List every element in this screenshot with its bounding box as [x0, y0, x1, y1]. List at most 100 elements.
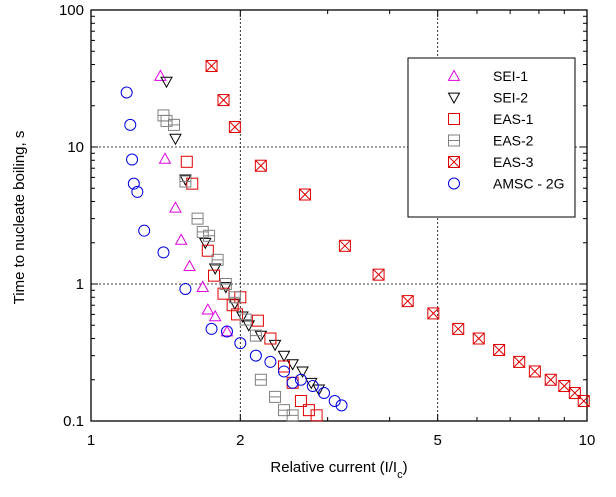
series-eas-2 [157, 109, 299, 422]
data-point [198, 237, 212, 250]
data-point [205, 60, 218, 73]
data-point [228, 291, 241, 304]
data-point [298, 188, 311, 201]
data-point [338, 239, 351, 252]
data-point [239, 313, 252, 326]
data-point [219, 278, 232, 290]
x-axis-label-main: Relative current (I/I [270, 459, 397, 476]
axis-ticks [90, 9, 588, 422]
data-point [264, 332, 277, 345]
x-tick-label: 5 [434, 432, 442, 449]
legend-label: EAS-2 [493, 133, 534, 149]
data-point [131, 185, 144, 198]
legend-marker [448, 134, 460, 147]
data-point [126, 153, 139, 166]
x-tick-label: 1 [87, 432, 95, 449]
data-point [254, 373, 267, 386]
legend-item: EAS-2 [448, 133, 534, 149]
data-point [558, 380, 571, 393]
y-axis-label: Time to nucleate boiling, s [11, 131, 28, 305]
legend-marker [448, 177, 460, 190]
data-point [183, 259, 196, 272]
data-point [254, 330, 268, 343]
x-axis-label-sub: c [397, 469, 403, 481]
data-point [493, 343, 506, 356]
data-point [294, 394, 307, 407]
y-tick-label: 100 [59, 2, 84, 19]
series-eas-3 [205, 60, 590, 407]
legend-item: AMSC - 2G [448, 176, 565, 192]
data-point [228, 120, 241, 133]
data-point [242, 320, 256, 332]
plot-area-frame [90, 9, 588, 422]
legend-label: AMSC - 2G [493, 176, 565, 192]
legend-marker [448, 113, 460, 125]
legend-label: EAS-3 [493, 154, 534, 170]
x-tick-label: 10 [579, 432, 596, 449]
data-point [154, 69, 167, 81]
data-marks [120, 60, 590, 422]
data-point [157, 246, 170, 259]
data-point [249, 349, 262, 362]
legend-item: SEI-1 [447, 68, 528, 84]
data-point [196, 225, 209, 238]
legend-marker [448, 156, 460, 168]
series-sei-1 [154, 69, 234, 337]
y-tick-label: 0.1 [63, 413, 84, 430]
data-point [160, 114, 173, 127]
data-point [251, 314, 264, 327]
legend-item: SEI-2 [447, 90, 528, 106]
series-amsc-2g [120, 86, 348, 412]
data-point [249, 329, 262, 342]
legend: SEI-1 SEI-2 EAS-1 EAS-2 EAS-3 AMSC - 2G [407, 57, 576, 218]
data-point [296, 366, 309, 378]
data-point [277, 350, 291, 363]
data-point [201, 244, 214, 257]
data-point [306, 380, 319, 393]
data-point [179, 174, 192, 186]
data-point [286, 409, 299, 422]
data-point [169, 201, 182, 213]
legend-label: EAS-1 [493, 111, 534, 127]
data-point [310, 409, 323, 422]
data-point [294, 373, 307, 386]
x-tick-label: 2 [236, 432, 244, 449]
data-point [138, 224, 151, 237]
data-point [220, 325, 233, 338]
legend-item: EAS-3 [448, 154, 534, 170]
data-point [127, 177, 140, 190]
x-axis-label-close: ) [403, 459, 408, 476]
data-point [196, 280, 210, 292]
legend-marker [447, 69, 461, 81]
data-point [528, 365, 541, 378]
data-point [427, 307, 440, 320]
data-point [205, 322, 218, 335]
data-point [335, 399, 348, 412]
data-point [544, 373, 557, 386]
data-point [472, 332, 485, 345]
data-point [186, 177, 199, 190]
data-point [158, 152, 172, 164]
data-point [179, 175, 192, 188]
data-point [278, 365, 291, 378]
legend-item: EAS-1 [448, 111, 534, 127]
series-sei-2 [160, 76, 326, 396]
legend-label: SEI-1 [493, 68, 528, 84]
legend-box [407, 57, 576, 218]
data-point [201, 303, 215, 315]
data-point [208, 263, 222, 275]
data-point [234, 337, 247, 350]
data-point [254, 159, 267, 172]
data-point [286, 376, 299, 389]
data-point [220, 324, 234, 337]
data-point [211, 253, 224, 266]
data-point [268, 339, 282, 352]
data-point [207, 269, 220, 282]
data-point [328, 394, 341, 407]
data-point [203, 229, 216, 242]
data-point [452, 322, 465, 335]
data-point [278, 360, 291, 373]
data-point [208, 309, 222, 322]
